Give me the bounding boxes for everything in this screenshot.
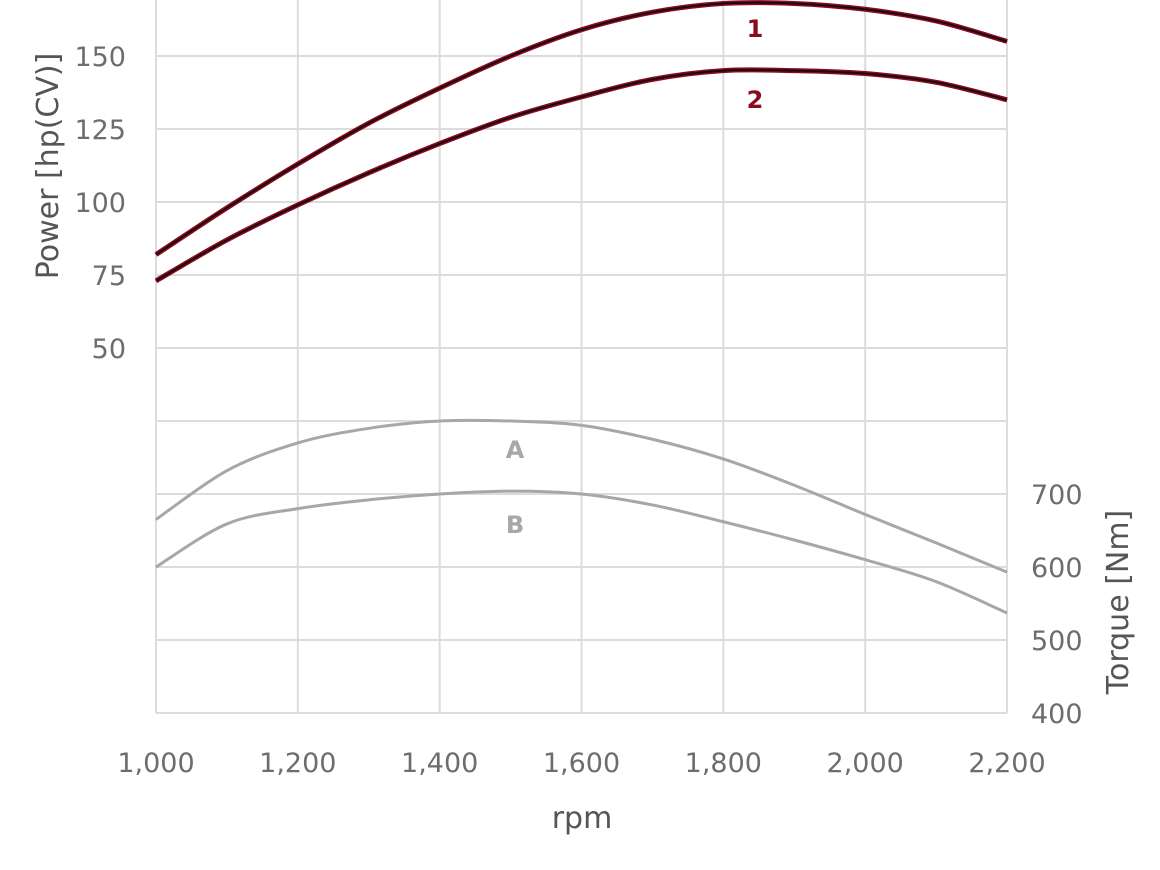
x-axis-title: rpm: [552, 801, 613, 836]
curve-label-2: 2: [747, 86, 764, 114]
x-tick-label: 1,600: [543, 748, 620, 779]
x-tick-label: 1,000: [117, 748, 194, 779]
y-right-tick-label: 700: [1031, 480, 1083, 511]
curve-label-B: B: [506, 511, 524, 539]
power-curve-1: [155, 1, 1008, 256]
y-axis-left-title: Power [hp(CV)]: [31, 53, 66, 280]
power-curve-2: [155, 68, 1008, 282]
torque-curve-A: [155, 418, 1008, 574]
curve-label-1: 1: [747, 15, 764, 43]
y-left-tick-label: 100: [74, 188, 126, 219]
x-tick-label: 1,400: [401, 748, 478, 779]
y-right-tick-label: 400: [1031, 699, 1083, 730]
curve-label-A: A: [506, 436, 525, 464]
y-axis-right-title: Torque [Nm]: [1101, 510, 1136, 696]
y-right-tick-label: 500: [1031, 626, 1083, 657]
x-tick-label: 1,200: [259, 748, 336, 779]
y-left-tick-label: 125: [74, 115, 126, 146]
torque-curve-B: [155, 489, 1008, 615]
tick-labels: 1,000 1,200 1,400 1,600 1,800 2,000 2,200 50 75 1…: [74, 42, 1082, 779]
y-left-tick-label: 75: [92, 261, 126, 292]
x-tick-label: 2,200: [968, 748, 1045, 779]
grid-lines: [155, 0, 1008, 714]
y-right-tick-label: 600: [1031, 553, 1083, 584]
y-left-tick-label: 150: [74, 42, 126, 73]
curves: [154, 0, 1008, 615]
y-left-tick-label: 50: [92, 334, 126, 365]
x-tick-label: 1,800: [685, 748, 762, 779]
x-tick-label: 2,000: [827, 748, 904, 779]
curve-labels: 1 2 A B: [506, 15, 764, 539]
